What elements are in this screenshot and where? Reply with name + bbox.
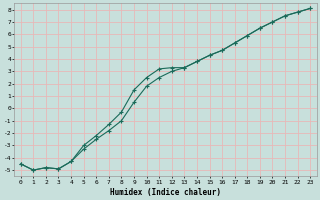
X-axis label: Humidex (Indice chaleur): Humidex (Indice chaleur) (110, 188, 221, 197)
